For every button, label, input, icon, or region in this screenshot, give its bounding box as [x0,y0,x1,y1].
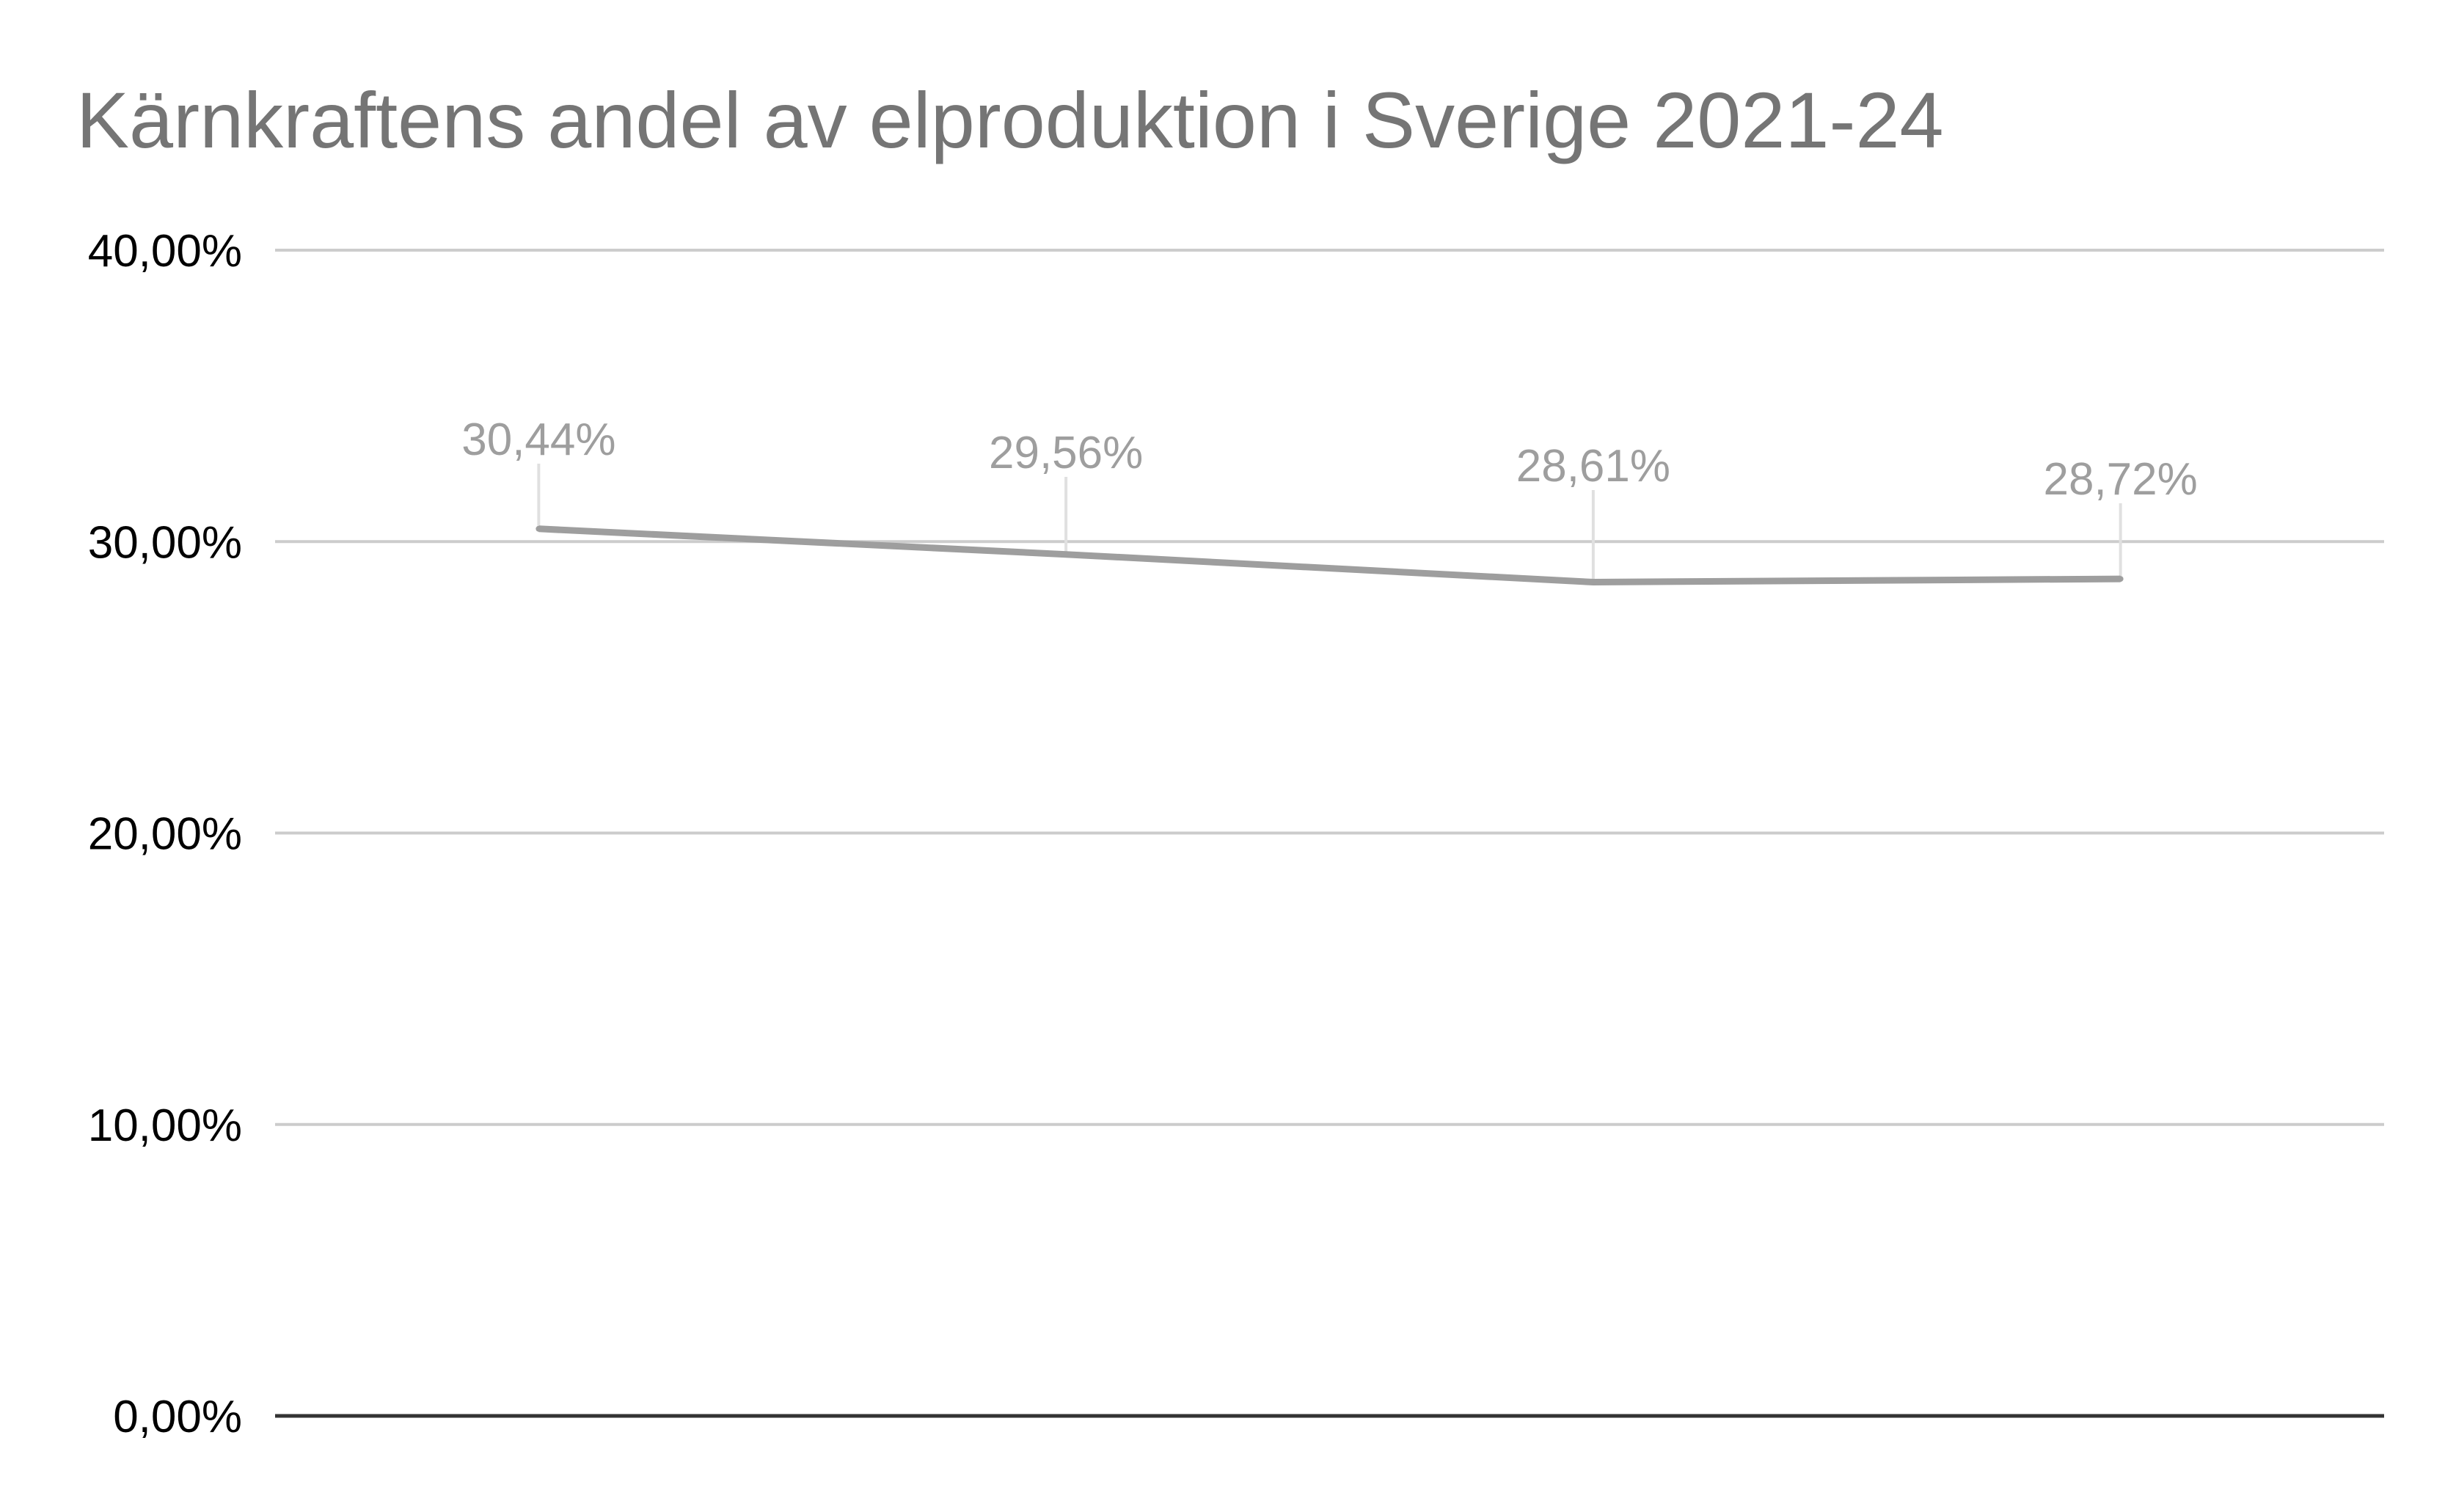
data-point-2023 [1590,579,1596,585]
y-axis: 0,00% 10,00% 20,00% 30,00% 40,00% [88,226,242,1442]
data-label: 28,72% [2043,454,2197,505]
series-line [538,525,2121,585]
data-label-leaders [537,464,2122,580]
gridlines [275,249,2384,1418]
data-point-2024 [2117,576,2124,582]
y-tick-label: 20,00% [88,809,242,860]
data-label: 30,44% [461,414,615,465]
data-label: 29,56% [989,428,1143,478]
data-labels: 30,44% 29,56% 28,61% 28,72% [461,414,2198,505]
y-tick-label: 10,00% [88,1100,242,1151]
chart-title: Kärnkraftens andel av elproduktion i Sve… [76,76,1944,164]
data-label: 28,61% [1516,441,1670,492]
y-tick-label: 30,00% [88,517,242,568]
y-tick-label: 40,00% [88,226,242,277]
data-point-2022 [1063,551,1070,558]
data-point-2021 [536,525,542,532]
y-tick-label: 0,00% [113,1392,242,1442]
series [536,525,2124,585]
